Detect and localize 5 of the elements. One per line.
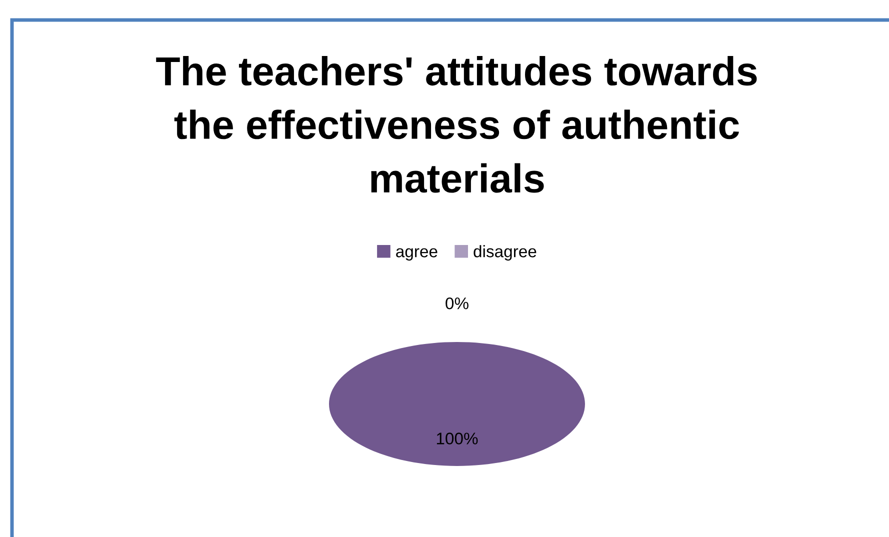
- legend-label: disagree: [474, 245, 536, 261]
- data-label: 100%: [436, 432, 478, 444]
- chart-title: The teachers' attitudes towards the effectiveness of authentic materials: [156, 56, 757, 193]
- text: 0%: [446, 297, 468, 310]
- legend-label: agree: [396, 248, 438, 261]
